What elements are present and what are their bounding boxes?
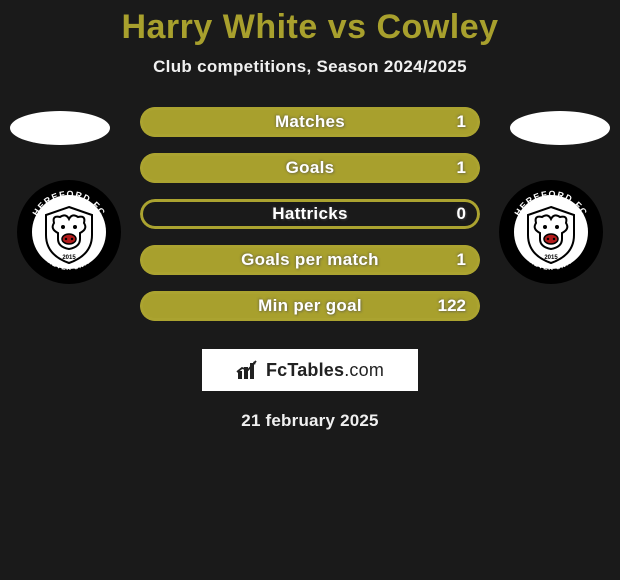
svg-text:2015: 2015 [544,255,558,261]
club-crest-left: HEREFORD FC FOREVER UNITED 2015 [14,177,124,287]
bar-value-right: 122 [438,291,466,321]
page-title: Harry White vs Cowley [0,0,620,47]
title-text: Harry White vs Cowley [121,8,498,46]
svg-text:2015: 2015 [62,255,76,261]
bar-label: Matches [140,107,480,137]
stat-bar-goals: Goals 1 [140,153,480,183]
bar-label: Goals per match [140,245,480,275]
brand-suffix: .com [344,360,384,380]
stat-bar-hattricks: Hattricks 0 [140,199,480,229]
club-crest-right: HEREFORD FC FOREVER UNITED 2015 [496,177,606,287]
bar-value-right: 1 [457,245,466,275]
brand-name: FcTables [266,360,344,380]
bar-label: Goals [140,153,480,183]
bar-value-right: 1 [457,107,466,137]
stat-bar-matches: Matches 1 [140,107,480,137]
subtitle: Club competitions, Season 2024/2025 [0,57,620,77]
brand-label: FcTables.com [266,360,384,381]
brand-box: FcTables.com [202,349,418,391]
bar-chart-icon [236,359,260,381]
player-bubble-left [10,111,110,145]
comparison-content: HEREFORD FC FOREVER UNITED 2015 HEREFORD… [0,107,620,431]
bar-label: Min per goal [140,291,480,321]
date-label: 21 february 2025 [0,411,620,431]
bar-value-right: 1 [457,153,466,183]
stat-bar-goals-per-match: Goals per match 1 [140,245,480,275]
bar-label: Hattricks [140,199,480,229]
stat-bars: Matches 1 Goals 1 Hattricks 0 Goals per … [140,107,480,321]
shield-icon: HEREFORD FC FOREVER UNITED 2015 [496,177,606,287]
bar-value-right: 0 [457,199,466,229]
stat-bar-min-per-goal: Min per goal 122 [140,291,480,321]
shield-icon: HEREFORD FC FOREVER UNITED 2015 [14,177,124,287]
player-bubble-right [510,111,610,145]
